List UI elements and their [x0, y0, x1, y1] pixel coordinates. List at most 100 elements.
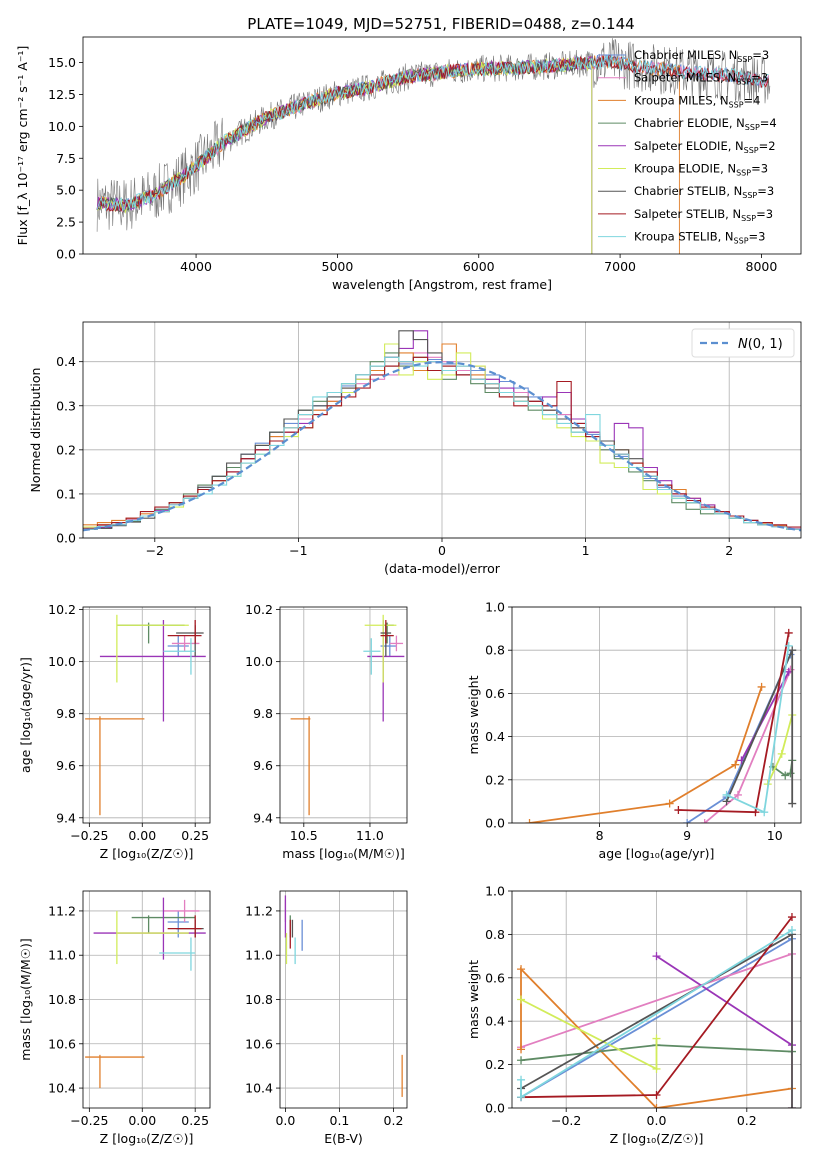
weight-line	[725, 649, 794, 804]
x-axis-label: wavelength [Angstrom, rest frame]	[332, 277, 552, 292]
x-tick-label: 0.2	[384, 1113, 404, 1128]
panel-residuals: −2 −1 0 1 2 0.0 0.1 0.2 0.3 0.4 (data-model)/error…	[28, 321, 802, 576]
y-tick-label: 0.2	[485, 1057, 505, 1072]
plus-marker	[788, 646, 797, 655]
plus-marker	[652, 1034, 661, 1043]
plus-marker	[788, 799, 797, 808]
y-tick-label: 10.0	[245, 654, 273, 669]
y-tick-label: 11.2	[48, 903, 76, 918]
plus-marker	[784, 628, 793, 637]
legend-entry: Chabrier STELIB, NSSP=3	[634, 184, 774, 200]
y-axis-label: Flux [f_λ 10⁻¹⁷ erg cm⁻² s⁻¹ A⁻¹]	[15, 46, 30, 246]
axes-frame	[511, 606, 802, 824]
y-tick-label: 15.0	[48, 55, 76, 70]
plus-marker	[722, 790, 731, 799]
y-tick-label: 9.6	[253, 758, 273, 773]
plus-marker	[525, 819, 534, 823]
y-tick-label: 0.1	[56, 486, 76, 501]
y-tick-label: 10.8	[48, 992, 76, 1007]
plus-marker	[683, 819, 692, 823]
plus-marker	[652, 1064, 661, 1073]
y-tick-label: 11.0	[245, 948, 273, 963]
plus-marker	[517, 1075, 526, 1084]
data-point	[116, 910, 189, 965]
plus-marker	[784, 641, 793, 650]
data-point	[389, 635, 404, 652]
plus-marker	[751, 808, 760, 817]
x-tick-label: −1	[289, 543, 307, 558]
y-tick-label: 0.2	[56, 442, 76, 457]
data-point	[167, 635, 189, 657]
plot-area	[284, 895, 403, 1097]
data-point	[167, 620, 202, 644]
y-tick-label: 10.4	[48, 1081, 76, 1096]
x-tick-label: 1	[582, 543, 590, 558]
plus-marker	[517, 1056, 526, 1065]
data-point	[290, 716, 311, 816]
y-tick-label: 10.0	[48, 654, 76, 669]
panel-z_weight: −0.2 0.0 0.2 0.0 0.2 0.4 0.6 0.8 1.0 Z [log₁₀(Z/Z…	[466, 884, 802, 1146]
plus-marker	[787, 926, 796, 935]
plus-marker	[652, 952, 661, 961]
x-tick-label: 0.25	[181, 828, 209, 843]
x-tick-label: 6000	[463, 259, 495, 274]
plus-marker	[757, 682, 766, 691]
x-tick-label: 0.0	[647, 1113, 667, 1128]
plus-marker	[733, 790, 742, 799]
x-tick-label: 7000	[604, 259, 636, 274]
legend-entry: Chabrier ELODIE, NSSP=4	[634, 116, 777, 132]
x-tick-label: 0.2	[737, 1113, 757, 1128]
y-tick-label: 9.4	[253, 810, 273, 825]
weight-line	[656, 955, 793, 1046]
y-tick-label: 10.6	[48, 1036, 76, 1051]
x-tick-label: 8	[596, 828, 604, 843]
axes-frame	[511, 890, 802, 1109]
legend-entry: Kroupa MILES, NSSP=4	[634, 93, 760, 109]
data-point	[85, 1054, 145, 1089]
y-tick-label: 10.0	[48, 119, 76, 134]
x-tick-label: 2	[725, 543, 733, 558]
x-axis-label: E(B-V)	[324, 1131, 363, 1146]
y-axis-label: mass weight	[466, 960, 481, 1039]
y-tick-label: 0.0	[485, 816, 505, 831]
data-point	[364, 614, 397, 683]
x-tick-label: 11.0	[356, 828, 384, 843]
y-tick-label: 0.4	[485, 1014, 505, 1029]
x-tick-label: 4000	[180, 259, 212, 274]
axes-frame	[82, 890, 211, 1109]
data-point	[85, 716, 145, 816]
y-axis-label: Normed distribution	[28, 368, 43, 493]
y-tick-label: 0.6	[485, 686, 505, 701]
x-tick-label: −0.2	[551, 1113, 581, 1128]
weight-line	[520, 966, 793, 1108]
legend-entry: Salpeter STELIB, NSSP=3	[634, 207, 773, 223]
plus-marker	[700, 819, 709, 823]
x-tick-label: −0.25	[70, 828, 108, 843]
x-tick-label: 0.1	[330, 1113, 350, 1128]
plot-area	[83, 330, 801, 532]
y-tick-label: 0.2	[485, 772, 505, 787]
plot-area	[525, 628, 797, 823]
x-tick-label: −2	[146, 543, 164, 558]
y-tick-label: 0.0	[485, 1101, 505, 1116]
legend-entry: N(0, 1)	[738, 337, 783, 352]
y-tick-label: 10.6	[245, 1036, 273, 1051]
y-tick-label: 10.4	[245, 1081, 273, 1096]
y-tick-label: 0.0	[56, 247, 76, 262]
x-axis-label: Z [log₁₀(Z/Z☉)]	[610, 1131, 704, 1146]
y-axis-label: age [log₁₀(age/yr)]	[18, 657, 33, 773]
plus-marker	[786, 769, 795, 778]
panel-ebv_mass: 0.0 0.1 0.2 10.4 10.6 10.8 11.0 11.2 E(B-V)	[245, 890, 408, 1146]
y-tick-label: 2.5	[56, 215, 76, 230]
x-axis-label: age [log₁₀(age/yr)]	[599, 846, 715, 861]
data-point	[167, 915, 202, 938]
y-tick-label: 0.6	[485, 970, 505, 985]
plot-area	[96, 38, 771, 254]
y-tick-label: 9.8	[253, 706, 273, 721]
legend-entry: Chabrier MILES, NSSP=3	[634, 48, 769, 64]
normal-curve	[83, 360, 801, 532]
y-tick-label: 10.2	[48, 602, 76, 617]
axes-frame	[279, 890, 408, 1109]
x-axis-label: (data-model)/error	[384, 561, 501, 576]
